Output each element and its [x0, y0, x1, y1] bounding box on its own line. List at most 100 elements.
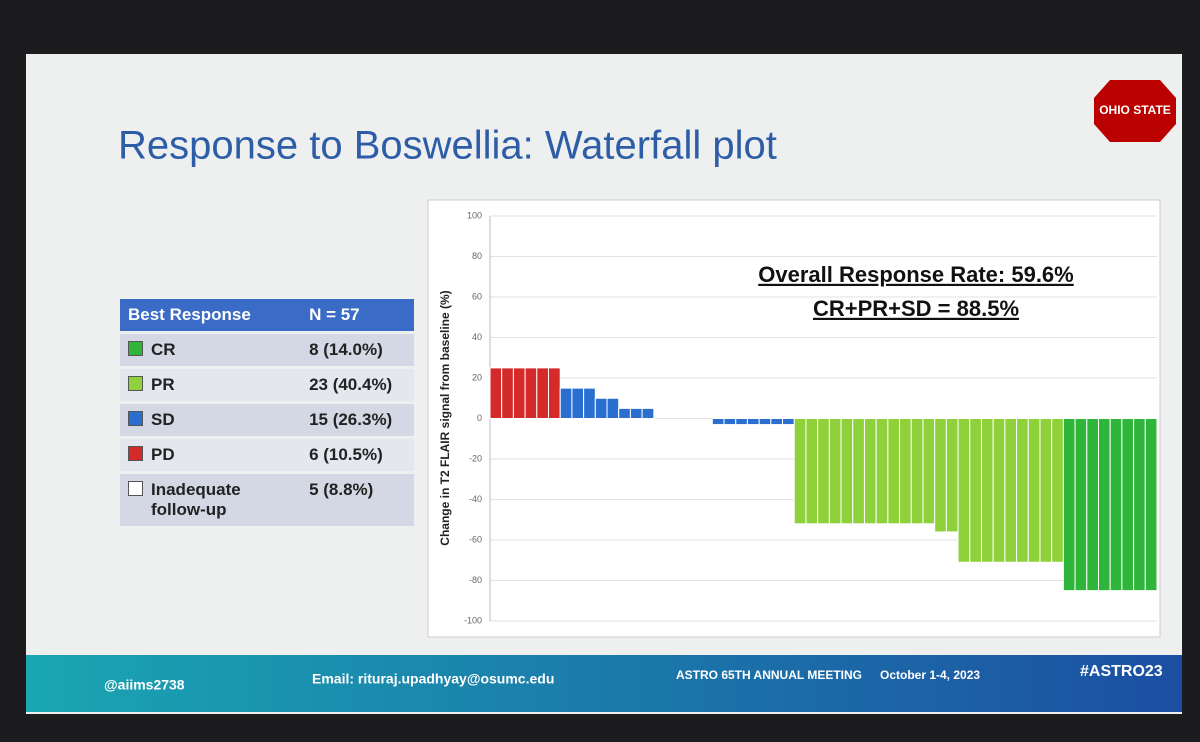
y-tick-label: 80 [472, 251, 482, 261]
table-cell: 5 (8.8%) [301, 474, 414, 526]
bar [817, 418, 830, 525]
table-cell: 8 (14.0%) [301, 334, 414, 366]
footer-meeting: ASTRO 65TH ANNUAL MEETING [676, 668, 862, 682]
bar [1051, 418, 1064, 563]
table-header: Best Response [120, 299, 302, 331]
table-header: N = 57 [301, 299, 414, 331]
table-cell: SD [120, 404, 302, 436]
table-row: SD 15 (26.3%) [120, 404, 414, 436]
table-cell: PR [120, 369, 302, 401]
annotation: CR+PR+SD = 88.5% [813, 296, 1019, 321]
bar [735, 418, 748, 426]
bar [770, 418, 784, 426]
swatch [128, 376, 143, 391]
table-cell: Inadequate follow-up [120, 474, 302, 526]
y-tick-label: -60 [469, 534, 482, 544]
y-tick-label: 0 [477, 413, 482, 423]
bar [594, 397, 608, 419]
swatch [128, 341, 143, 356]
table-row: CR 8 (14.0%) [120, 334, 414, 366]
y-tick-label: -100 [464, 615, 482, 625]
bar [1027, 418, 1041, 563]
bar [934, 418, 947, 533]
bar [711, 418, 725, 426]
bar [945, 418, 959, 533]
bar [548, 367, 561, 419]
bar [1133, 418, 1146, 592]
bar [852, 418, 865, 525]
bar [875, 418, 889, 525]
table-cell: 23 (40.4%) [301, 369, 414, 401]
response-label: PD [151, 445, 175, 464]
bar [1097, 418, 1111, 592]
bar [571, 387, 585, 419]
swatch [128, 411, 143, 426]
bar [957, 418, 971, 563]
response-table: Best Response N = 57 CR 8 (14.0%) PR 23 (40.… [120, 296, 414, 529]
footer-band [26, 655, 1182, 712]
y-tick-label: 60 [472, 291, 482, 301]
footer-hashtag: #ASTRO23 [1080, 663, 1163, 680]
footer-email: Email: rituraj.upadhyay@osumc.edu [312, 671, 554, 687]
bar [840, 418, 854, 525]
table-cell: CR [120, 334, 302, 366]
bar [559, 387, 573, 419]
title: Response to Boswellia: Waterfall plot [118, 124, 777, 168]
bar [629, 407, 643, 419]
bar [969, 418, 982, 563]
bar [992, 418, 1006, 563]
table-row: Inadequate follow-up 5 (8.8%) [120, 474, 414, 526]
bar [1086, 418, 1099, 592]
bar [536, 367, 550, 419]
response-label: CR [151, 340, 176, 359]
swatch [128, 446, 143, 461]
table-cell: 15 (26.3%) [301, 404, 414, 436]
response-label: SD [151, 410, 175, 429]
bar [606, 397, 620, 419]
bar [1004, 418, 1018, 563]
swatch [128, 481, 143, 496]
bar [922, 418, 936, 525]
bar [758, 418, 772, 426]
bar [1062, 418, 1076, 592]
table-cell: 6 (10.5%) [301, 439, 414, 471]
bar [828, 418, 842, 525]
y-tick-label: -40 [469, 494, 482, 504]
y-tick-label: 20 [472, 372, 482, 382]
y-tick-label: 40 [472, 332, 482, 342]
bar [524, 367, 538, 419]
bar [1039, 418, 1053, 563]
annotation: Overall Response Rate: 59.6% [758, 262, 1073, 287]
bar [1016, 418, 1029, 563]
bar [793, 418, 807, 525]
bar [618, 407, 631, 419]
y-tick-label: -20 [469, 453, 482, 463]
bar [641, 407, 655, 419]
footer-handle: @aiims2738 [104, 677, 185, 693]
bar [910, 418, 924, 525]
y-tick-label: -80 [469, 575, 482, 585]
y-axis-label: Change in T2 FLAIR signal from baseline … [438, 290, 452, 545]
bar [1144, 418, 1158, 592]
bar [980, 418, 994, 563]
table-row: PR 23 (40.4%) [120, 369, 414, 401]
y-tick-label: 100 [467, 210, 482, 220]
table-row: PD 6 (10.5%) [120, 439, 414, 471]
bar [489, 367, 503, 419]
footer-dates: October 1-4, 2023 [880, 668, 980, 682]
bar [1074, 418, 1088, 592]
table-cell: PD [120, 439, 302, 471]
bar [1121, 418, 1135, 592]
bar [1109, 418, 1123, 592]
bar [805, 418, 819, 525]
response-label: PR [151, 375, 175, 394]
bar [746, 418, 760, 426]
bar [887, 418, 901, 525]
bar [583, 387, 596, 419]
bar [512, 367, 526, 419]
logo: OHIO STATE [1099, 103, 1171, 117]
logo-badge [1094, 80, 1176, 142]
bar [501, 367, 514, 419]
